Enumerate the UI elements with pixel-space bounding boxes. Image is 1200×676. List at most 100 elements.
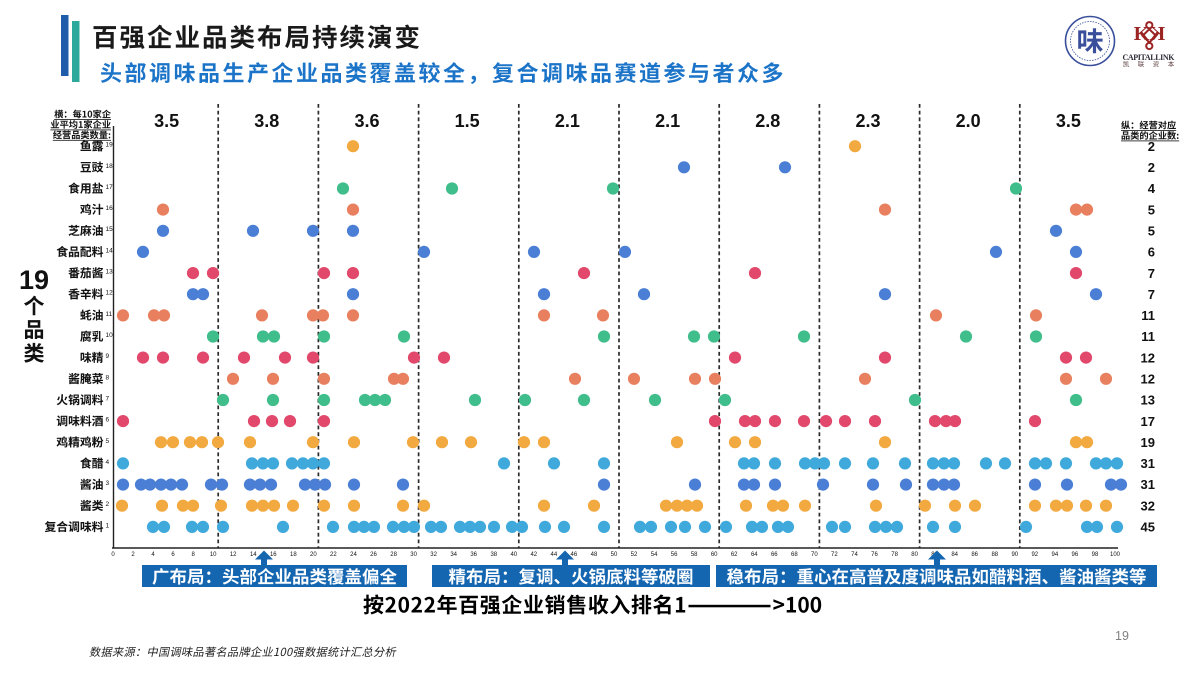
svg-text:19: 19: [106, 142, 114, 149]
svg-text:6: 6: [1148, 245, 1155, 260]
svg-text:88: 88: [991, 552, 998, 558]
svg-text:84: 84: [951, 552, 958, 558]
svg-text:4: 4: [1148, 181, 1156, 196]
svg-text:8: 8: [106, 374, 110, 381]
svg-text:58: 58: [691, 552, 698, 558]
svg-text:2.0: 2.0: [956, 111, 981, 131]
svg-text:32: 32: [430, 552, 437, 558]
svg-text:14: 14: [106, 247, 114, 254]
svg-text:31: 31: [1141, 477, 1155, 492]
svg-text:3.6: 3.6: [354, 111, 379, 131]
svg-text:94: 94: [1052, 552, 1059, 558]
svg-text:20: 20: [310, 552, 317, 558]
svg-text:66: 66: [771, 552, 778, 558]
svg-text:2.8: 2.8: [755, 111, 780, 131]
svg-text:1: 1: [106, 522, 110, 529]
svg-text:12: 12: [230, 552, 237, 558]
svg-text:46: 46: [571, 552, 578, 558]
svg-text:80: 80: [911, 552, 918, 558]
svg-text:2: 2: [131, 552, 135, 558]
svg-text:16: 16: [270, 552, 277, 558]
svg-text:3.8: 3.8: [254, 111, 279, 131]
svg-text:40: 40: [510, 552, 517, 558]
svg-text:11: 11: [1141, 329, 1155, 344]
svg-text:3: 3: [106, 480, 110, 487]
svg-text:76: 76: [871, 552, 878, 558]
svg-text:19: 19: [1141, 435, 1155, 450]
svg-text:5: 5: [106, 438, 110, 445]
svg-text:42: 42: [530, 552, 537, 558]
svg-text:68: 68: [791, 552, 798, 558]
svg-text:5: 5: [1148, 223, 1155, 238]
svg-text:5: 5: [1148, 202, 1155, 217]
svg-text:6: 6: [106, 417, 110, 424]
svg-text:3.5: 3.5: [154, 111, 179, 131]
svg-text:2.1: 2.1: [655, 111, 680, 131]
svg-text:86: 86: [971, 552, 978, 558]
svg-text:2.3: 2.3: [855, 111, 880, 131]
svg-text:2.1: 2.1: [555, 111, 580, 131]
svg-text:18: 18: [106, 163, 114, 170]
svg-text:96: 96: [1072, 552, 1079, 558]
svg-text:44: 44: [551, 552, 558, 558]
svg-text:13: 13: [1141, 393, 1155, 408]
svg-text:36: 36: [470, 552, 477, 558]
svg-text:10: 10: [106, 332, 114, 339]
svg-text:70: 70: [811, 552, 818, 558]
svg-text:CAPITALLINK: CAPITALLINK: [1123, 53, 1176, 62]
svg-text:78: 78: [891, 552, 898, 558]
svg-text:92: 92: [1031, 552, 1038, 558]
svg-text:4: 4: [106, 459, 110, 466]
svg-text:13: 13: [106, 269, 114, 276]
svg-text:11: 11: [1141, 308, 1155, 323]
svg-text:100: 100: [1110, 552, 1121, 558]
svg-text:26: 26: [370, 552, 377, 558]
svg-text:62: 62: [731, 552, 738, 558]
svg-text:98: 98: [1092, 552, 1099, 558]
svg-text:32: 32: [1141, 498, 1155, 513]
svg-text:24: 24: [350, 552, 357, 558]
svg-text:31: 31: [1141, 456, 1155, 471]
svg-text:1.5: 1.5: [455, 111, 480, 131]
svg-text:19: 19: [1115, 629, 1129, 643]
svg-text:50: 50: [611, 552, 618, 558]
svg-text:22: 22: [330, 552, 337, 558]
svg-text:16: 16: [106, 205, 114, 212]
svg-text:38: 38: [490, 552, 497, 558]
svg-text:45: 45: [1141, 520, 1155, 535]
svg-text:4: 4: [151, 552, 155, 558]
svg-text:14: 14: [250, 552, 257, 558]
svg-text:7: 7: [1148, 287, 1155, 302]
svg-text:12: 12: [1141, 350, 1155, 365]
svg-text:11: 11: [106, 311, 113, 318]
svg-text:12: 12: [106, 290, 114, 297]
svg-text:17: 17: [1141, 414, 1155, 429]
svg-text:6: 6: [171, 552, 175, 558]
svg-text:56: 56: [671, 552, 678, 558]
svg-text:0: 0: [111, 552, 115, 558]
svg-text:7: 7: [106, 396, 110, 403]
svg-text:18: 18: [290, 552, 297, 558]
svg-text:7: 7: [1148, 266, 1155, 281]
svg-text:30: 30: [410, 552, 417, 558]
svg-text:9: 9: [106, 353, 110, 360]
svg-text:15: 15: [106, 226, 114, 233]
svg-text:48: 48: [591, 552, 598, 558]
svg-text:28: 28: [390, 552, 397, 558]
svg-text:2: 2: [106, 501, 110, 508]
svg-text:72: 72: [831, 552, 838, 558]
svg-text:10: 10: [210, 552, 217, 558]
svg-text:64: 64: [751, 552, 758, 558]
svg-text:19: 19: [19, 265, 49, 295]
svg-text:3.5: 3.5: [1056, 111, 1081, 131]
svg-text:74: 74: [851, 552, 858, 558]
svg-text:60: 60: [711, 552, 718, 558]
svg-text:54: 54: [651, 552, 658, 558]
svg-text:34: 34: [450, 552, 457, 558]
svg-text:17: 17: [106, 184, 114, 191]
svg-text:52: 52: [631, 552, 638, 558]
svg-text:12: 12: [1141, 372, 1155, 387]
svg-text:90: 90: [1011, 552, 1018, 558]
svg-text:2: 2: [1148, 160, 1155, 175]
svg-text:8: 8: [192, 552, 196, 558]
